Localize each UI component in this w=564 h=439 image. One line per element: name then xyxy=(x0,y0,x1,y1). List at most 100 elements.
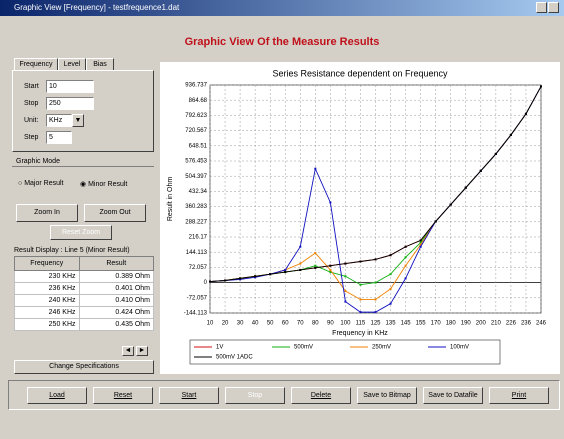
step-label: Step xyxy=(24,134,39,141)
toolbar-button[interactable]: Save to Bitmap xyxy=(357,387,417,404)
toolbar-button[interactable]: Start xyxy=(159,387,219,404)
table-cell: 246 KHz xyxy=(14,306,80,319)
legend-label: 100mV xyxy=(450,345,469,351)
toolbar-button[interactable]: Delete xyxy=(291,387,351,404)
series-marker xyxy=(359,260,362,263)
step-field[interactable]: 5 xyxy=(46,131,72,144)
series-marker xyxy=(329,201,332,204)
table-cell: 0.410 Ohm xyxy=(78,294,155,307)
series-marker xyxy=(464,186,467,189)
x-tick-label: 30 xyxy=(237,321,244,327)
table-row[interactable]: 250 KHz 0.435 Ohm xyxy=(14,318,155,331)
series-marker xyxy=(254,275,257,278)
table-row[interactable]: 236 KHz 0.401 Ohm xyxy=(14,282,155,295)
table-cell: 0.424 Ohm xyxy=(78,306,155,319)
series-marker xyxy=(329,268,332,271)
unit-select[interactable]: KHz xyxy=(46,114,72,127)
table-cell: 250 KHz xyxy=(14,318,80,331)
series-marker xyxy=(314,167,317,170)
series-marker xyxy=(374,281,377,284)
series-marker xyxy=(299,262,302,265)
scroll-left[interactable]: ◄ xyxy=(122,346,134,356)
table-row[interactable]: 246 KHz 0.424 Ohm xyxy=(14,306,155,319)
series-marker xyxy=(329,271,332,274)
table-cell: 0.435 Ohm xyxy=(78,318,155,331)
tab[interactable]: Frequency xyxy=(14,58,58,70)
series-marker xyxy=(419,239,422,242)
x-tick-label: 170 xyxy=(431,321,442,327)
series-marker xyxy=(449,203,452,206)
series-marker xyxy=(299,245,302,248)
series-marker xyxy=(434,220,437,223)
toolbar-button[interactable]: Print xyxy=(489,387,549,404)
maximize-button[interactable] xyxy=(548,2,559,13)
y-tick-label: -72.057 xyxy=(187,295,208,301)
zoom-in-button[interactable]: Zoom In xyxy=(16,204,78,222)
table-cell: 0.389 Ohm xyxy=(78,270,155,283)
series-marker xyxy=(404,264,407,267)
series-marker xyxy=(284,268,287,271)
series-marker xyxy=(239,277,242,280)
column-header: Result xyxy=(78,256,155,271)
zoom-out-button[interactable]: Zoom Out xyxy=(84,204,146,222)
radio-option[interactable]: ◉ Minor Result xyxy=(80,181,128,188)
x-tick-label: 115 xyxy=(356,321,366,327)
x-tick-label: 180 xyxy=(446,321,457,327)
chart-title: Series Resistance dependent on Frequency xyxy=(272,68,448,78)
minimize-button[interactable] xyxy=(536,2,547,13)
toolbar-button[interactable]: Stop xyxy=(225,387,285,404)
tab[interactable]: Bias xyxy=(86,58,114,70)
x-tick-label: 190 xyxy=(461,321,472,327)
scroll-right[interactable]: ► xyxy=(136,346,148,356)
series-marker xyxy=(419,243,422,246)
table-row[interactable]: 240 KHz 0.410 Ohm xyxy=(14,294,155,307)
x-tick-label: 135 xyxy=(386,321,397,327)
series-marker xyxy=(254,276,257,279)
toolbar-button[interactable]: Load xyxy=(27,387,87,404)
x-tick-label: 210 xyxy=(491,321,502,327)
toolbar-button[interactable]: Save to Datafile xyxy=(423,387,483,404)
legend-label: 500mV 1ADC xyxy=(216,355,253,361)
start-label: Start xyxy=(24,83,39,90)
tab-panel xyxy=(12,70,154,152)
series-marker xyxy=(374,311,377,314)
tab[interactable]: Level xyxy=(58,58,86,70)
series-marker xyxy=(479,169,482,172)
series-marker xyxy=(359,283,362,286)
series-marker xyxy=(389,273,392,276)
series-marker xyxy=(540,85,542,88)
table-row[interactable]: 230 KHz 0.389 Ohm xyxy=(14,270,155,283)
toolbar-button[interactable]: Reset xyxy=(93,387,153,404)
x-tick-label: 226 xyxy=(506,321,517,327)
radio-label: Minor Result xyxy=(88,181,128,188)
y-tick-label: 288.227 xyxy=(185,219,207,225)
x-tick-label: 80 xyxy=(312,321,319,327)
stop-field[interactable]: 250 xyxy=(46,97,94,110)
chart: Series Resistance dependent on Frequency… xyxy=(160,62,560,374)
series-marker xyxy=(299,268,302,271)
y-tick-label: 720.567 xyxy=(185,128,207,134)
y-tick-label: 792.623 xyxy=(185,113,207,119)
header-title: Graphic View Of the Measure Results xyxy=(184,36,380,48)
y-tick-label: 0 xyxy=(204,280,208,286)
radio-option[interactable]: ○ Major Result xyxy=(18,180,64,187)
series-marker xyxy=(389,287,392,290)
y-tick-label: 72.057 xyxy=(189,265,208,271)
result-title: Result Display : Line 5 (Minor Result) xyxy=(14,247,130,254)
series-marker xyxy=(419,245,422,248)
series-marker xyxy=(374,298,377,301)
reset-zoom-button[interactable]: Reset Zoom xyxy=(50,225,112,240)
series-marker xyxy=(359,311,362,314)
series-marker xyxy=(494,152,497,155)
series-marker xyxy=(239,278,242,281)
change-specifications-button[interactable]: Change Specifications xyxy=(14,360,154,374)
series-marker xyxy=(344,290,347,293)
series-marker xyxy=(314,266,317,269)
dropdown-button[interactable]: ▼ xyxy=(72,114,84,127)
series-marker xyxy=(404,256,407,259)
legend-label: 250mV xyxy=(372,345,391,351)
x-tick-label: 90 xyxy=(327,321,334,327)
legend-label: 500mV xyxy=(294,345,313,351)
start-field[interactable]: 10 xyxy=(46,80,94,93)
series-marker xyxy=(344,275,347,278)
